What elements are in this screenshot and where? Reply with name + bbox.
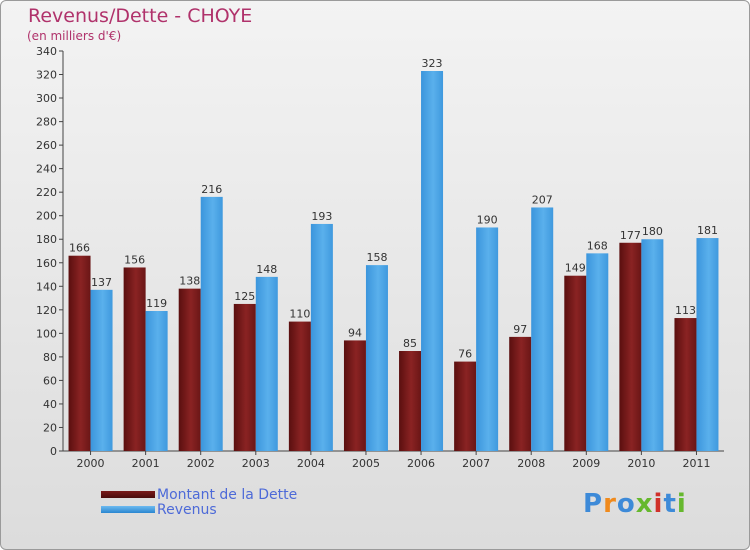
bar bbox=[641, 239, 664, 451]
chart-subtitle: (en milliers d'€) bbox=[27, 29, 122, 43]
x-tick-label: 2004 bbox=[297, 457, 325, 470]
data-label: 137 bbox=[91, 276, 112, 289]
logo-letter: i bbox=[653, 489, 664, 519]
y-tick-label: 340 bbox=[36, 45, 57, 58]
y-tick-label: 240 bbox=[36, 163, 57, 176]
x-tick-label: 2011 bbox=[682, 457, 710, 470]
data-label: 180 bbox=[642, 225, 663, 238]
data-label: 166 bbox=[69, 242, 90, 255]
data-label: 76 bbox=[458, 348, 472, 361]
logo-letter: i bbox=[676, 489, 687, 519]
logo-letter: o bbox=[616, 489, 636, 519]
legend-swatch-dette bbox=[101, 491, 155, 498]
bar bbox=[145, 311, 168, 451]
y-tick-label: 320 bbox=[36, 69, 57, 82]
y-tick-label: 100 bbox=[36, 327, 57, 340]
x-tick-label: 2008 bbox=[517, 457, 545, 470]
y-tick-label: 280 bbox=[36, 116, 57, 129]
legend-label-dette: Montant de la Dette bbox=[157, 487, 298, 503]
data-label: 181 bbox=[697, 224, 718, 237]
y-tick-label: 200 bbox=[36, 210, 57, 223]
bar bbox=[123, 267, 146, 451]
logo-letter: x bbox=[635, 489, 654, 519]
x-tick-label: 2001 bbox=[132, 457, 160, 470]
legend-label-revenus: Revenus bbox=[157, 502, 217, 518]
y-tick-label: 160 bbox=[36, 257, 57, 270]
y-tick-label: 140 bbox=[36, 280, 57, 293]
data-label: 119 bbox=[146, 297, 167, 310]
chart-title: Revenus/Dette - CHOYE bbox=[28, 5, 253, 27]
bar bbox=[90, 289, 113, 451]
bar bbox=[399, 351, 422, 451]
data-label: 149 bbox=[565, 262, 586, 275]
bar bbox=[696, 238, 719, 451]
proxiti-logo: Proxiti bbox=[583, 489, 687, 519]
bar bbox=[288, 321, 311, 451]
bar bbox=[619, 242, 642, 451]
data-label: 125 bbox=[234, 290, 255, 303]
bar bbox=[586, 253, 609, 451]
x-tick-label: 2003 bbox=[242, 457, 270, 470]
bar bbox=[365, 265, 388, 451]
data-label: 138 bbox=[179, 275, 200, 288]
data-label: 158 bbox=[366, 251, 387, 264]
bar bbox=[421, 71, 444, 451]
bar bbox=[564, 275, 587, 451]
data-label: 207 bbox=[532, 193, 553, 206]
x-tick-label: 2002 bbox=[187, 457, 215, 470]
x-tick-label: 2006 bbox=[407, 457, 435, 470]
y-tick-label: 220 bbox=[36, 186, 57, 199]
bar bbox=[476, 227, 499, 451]
bar bbox=[233, 303, 256, 451]
legend-swatch-revenus bbox=[101, 506, 155, 513]
y-tick-label: 80 bbox=[43, 351, 57, 364]
x-tick-label: 2010 bbox=[627, 457, 655, 470]
y-tick-label: 40 bbox=[43, 398, 57, 411]
y-tick-label: 300 bbox=[36, 92, 57, 105]
data-label: 177 bbox=[620, 229, 641, 242]
bar bbox=[674, 318, 697, 451]
y-tick-label: 60 bbox=[43, 374, 57, 387]
bar bbox=[178, 288, 201, 451]
bar bbox=[454, 361, 477, 451]
data-label: 156 bbox=[124, 253, 145, 266]
data-label: 216 bbox=[201, 183, 222, 196]
y-tick-label: 120 bbox=[36, 304, 57, 317]
bar bbox=[343, 340, 366, 451]
data-label: 110 bbox=[289, 308, 310, 321]
bar bbox=[509, 336, 532, 451]
data-label: 323 bbox=[422, 57, 443, 70]
y-tick-label: 20 bbox=[43, 421, 57, 434]
y-tick-label: 260 bbox=[36, 139, 57, 152]
x-tick-label: 2007 bbox=[462, 457, 490, 470]
data-label: 193 bbox=[311, 210, 332, 223]
x-tick-label: 2005 bbox=[352, 457, 380, 470]
logo-letter: r bbox=[603, 489, 617, 519]
data-label: 168 bbox=[587, 239, 608, 252]
data-label: 97 bbox=[513, 323, 527, 336]
x-tick-label: 2000 bbox=[77, 457, 105, 470]
data-label: 190 bbox=[477, 213, 498, 226]
data-label: 113 bbox=[675, 304, 696, 317]
x-tick-label: 2009 bbox=[572, 457, 600, 470]
logo-letter: t bbox=[663, 489, 677, 519]
bar bbox=[531, 207, 554, 451]
data-label: 148 bbox=[256, 263, 277, 276]
bar bbox=[310, 223, 333, 451]
data-label: 94 bbox=[348, 326, 362, 339]
bar bbox=[68, 255, 91, 451]
y-tick-label: 180 bbox=[36, 233, 57, 246]
data-label: 85 bbox=[403, 337, 417, 350]
bar bbox=[200, 196, 223, 451]
y-tick-label: 0 bbox=[50, 445, 57, 458]
logo-letter: P bbox=[583, 489, 604, 519]
bar bbox=[255, 276, 278, 451]
